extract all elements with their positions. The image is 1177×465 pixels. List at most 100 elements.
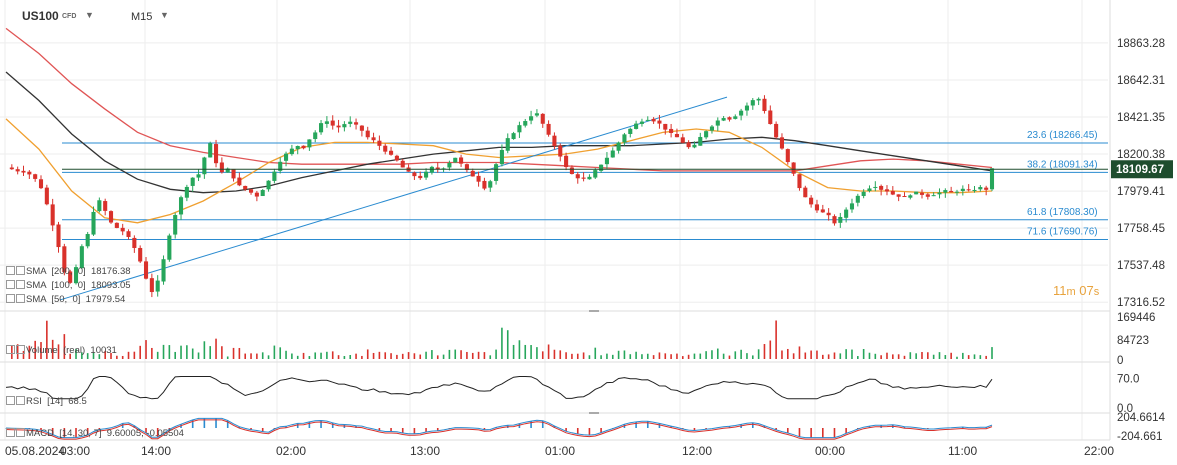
caret-down-icon[interactable]: ▼: [85, 10, 94, 20]
volume-tick-label: 0: [1117, 355, 1123, 367]
volume-bar: [851, 349, 853, 359]
volume-bar: [279, 347, 282, 359]
macd-histogram-bar: [203, 418, 206, 428]
symbol-selector[interactable]: US100: [22, 9, 59, 23]
x-tick-label: 11:00: [948, 444, 977, 458]
candle-body: [575, 174, 580, 179]
candle-body: [354, 122, 359, 125]
volume-bar: [827, 354, 830, 359]
volume-bar: [22, 350, 25, 359]
indicator-visibility-icon[interactable]: [16, 345, 25, 354]
candle-body: [669, 128, 674, 133]
candle-body: [371, 137, 376, 141]
rsi-legend[interactable]: RSI [14] 68.5: [6, 396, 87, 407]
indicator-settings-icon[interactable]: [6, 428, 15, 437]
candle-body: [838, 216, 843, 223]
volume-bar: [512, 344, 515, 359]
candle-body: [313, 132, 318, 140]
candle-body: [762, 98, 767, 112]
candle-body: [243, 185, 248, 190]
last-price-tag: [1111, 160, 1173, 179]
indicator-settings-icon[interactable]: [6, 280, 15, 289]
macd-histogram-bar: [845, 428, 847, 434]
volume-bar: [810, 350, 812, 359]
candle-body: [400, 160, 405, 168]
indicator-visibility-icon[interactable]: [16, 280, 25, 289]
candle-body: [919, 192, 925, 195]
volume-bar: [314, 352, 317, 359]
candle-body: [173, 215, 178, 235]
candle-body: [984, 187, 989, 190]
volume-legend[interactable]: Volume (real) 10031: [6, 345, 117, 356]
candle-body: [890, 190, 895, 195]
macd-line: [5, 417, 993, 439]
volume-bar: [145, 340, 147, 359]
candle-body: [803, 187, 808, 198]
macd-histogram-bar: [751, 422, 754, 428]
candle-body: [529, 116, 534, 121]
volume-bar: [711, 350, 713, 359]
candle-body: [295, 146, 300, 150]
x-tick-label: 22:00: [1084, 444, 1114, 458]
candle-body: [219, 162, 224, 173]
macd-histogram-bar: [436, 428, 439, 431]
indicator-settings-icon[interactable]: [6, 396, 15, 405]
volume-bar: [407, 352, 410, 359]
candle-body: [686, 142, 691, 148]
timeframe-selector[interactable]: M15: [131, 11, 153, 23]
volume-bar: [769, 340, 772, 359]
volume-bar: [127, 351, 130, 359]
indicator-settings-icon[interactable]: [6, 266, 15, 275]
macd-histogram-bar: [296, 423, 299, 428]
timer-seconds: 07: [1079, 283, 1094, 298]
candle-body: [178, 197, 184, 215]
y-tick-label: 18421.35: [1117, 112, 1165, 124]
volume-bar: [822, 354, 824, 359]
macd-legend[interactable]: MACD [14, 30, 7] 9.60005, -0.05504: [6, 428, 184, 439]
volume-bar: [308, 356, 311, 359]
candle-body: [914, 191, 919, 195]
volume-bar: [611, 354, 614, 359]
volume-bar: [658, 352, 661, 359]
candle-body: [599, 164, 604, 171]
indicator-visibility-icon[interactable]: [16, 266, 25, 275]
volume-bar: [874, 353, 877, 359]
candle-body: [435, 167, 440, 170]
indicator-settings-icon[interactable]: [6, 345, 15, 354]
volume-bar: [670, 354, 672, 359]
indicator-visibility-icon[interactable]: [16, 428, 25, 437]
volume-bar: [133, 351, 136, 359]
sma100-legend[interactable]: SMA [100, 0] 18093.05: [6, 280, 131, 291]
candle-body: [709, 126, 714, 131]
indicator-visibility-icon[interactable]: [16, 294, 25, 303]
volume-bar: [751, 355, 754, 359]
volume-bar: [816, 350, 818, 359]
last-price-value: 18109.67: [1116, 164, 1164, 176]
candle-body: [499, 149, 504, 165]
candle-body: [564, 155, 569, 168]
candle-body: [908, 195, 913, 198]
volume-bar: [833, 352, 836, 359]
caret-down-icon[interactable]: ▼: [160, 10, 169, 20]
volume-bar: [845, 349, 847, 359]
sma100-line: [5, 71, 993, 194]
volume-bar: [938, 352, 941, 359]
candle-body: [727, 117, 732, 120]
macd-histogram-bar: [413, 428, 416, 434]
macd-histogram-bar: [728, 426, 731, 428]
indicator-settings-icon[interactable]: [6, 294, 15, 303]
candle-body: [348, 121, 353, 124]
volume-bar: [11, 345, 13, 359]
volume-bar: [209, 346, 212, 359]
indicator-visibility-icon[interactable]: [16, 396, 25, 405]
volume-tick-label: 169446: [1117, 312, 1155, 324]
candle-body: [359, 125, 364, 131]
candle-body: [511, 133, 516, 140]
volume-bar: [915, 353, 917, 359]
volume-bar: [693, 353, 696, 359]
sma200-legend[interactable]: SMA [200, 0] 18176.38: [6, 266, 131, 277]
sma50-legend[interactable]: SMA [50, 0] 17979.54: [6, 294, 125, 305]
volume-bar: [261, 352, 264, 359]
candle-body: [248, 189, 254, 193]
